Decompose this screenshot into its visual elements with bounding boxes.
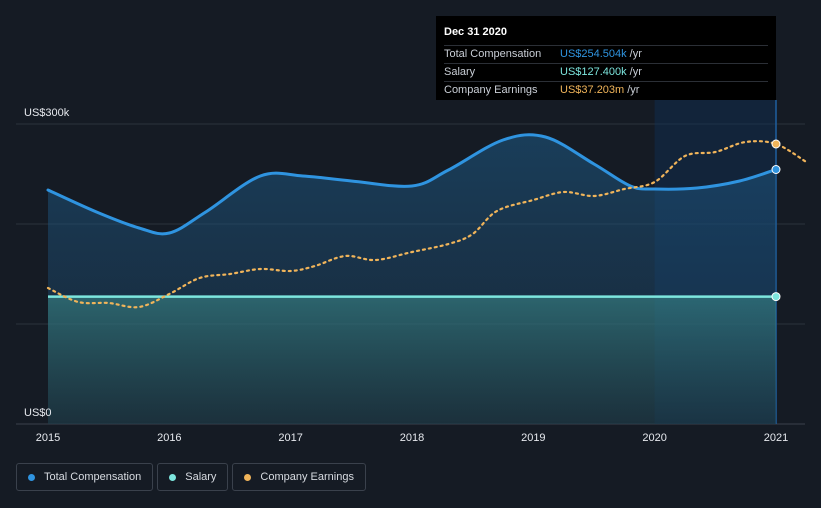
tooltip: Dec 31 2020 Total Compensation US$254.50… bbox=[436, 16, 776, 100]
x-tick-label: 2017 bbox=[278, 432, 302, 444]
areas bbox=[48, 134, 776, 424]
lines bbox=[46, 133, 808, 309]
y-axis-bottom-label: US$0 bbox=[24, 407, 52, 419]
legend-label: Company Earnings bbox=[260, 471, 354, 483]
tooltip-value: US$254.504k bbox=[560, 48, 627, 60]
tooltip-value: US$37.203m bbox=[560, 84, 625, 96]
legend-label: Salary bbox=[185, 471, 217, 483]
x-tick-label: 2019 bbox=[521, 432, 545, 444]
y-axis-top-label: US$300k bbox=[24, 107, 70, 119]
markers bbox=[771, 139, 781, 302]
tooltip-unit: /yr bbox=[627, 84, 640, 96]
legend-dot-icon bbox=[244, 473, 252, 481]
tooltip-label: Total Compensation bbox=[444, 48, 542, 60]
salary-marker bbox=[771, 292, 781, 302]
tooltip-unit: /yr bbox=[629, 66, 642, 78]
total-compensation-marker bbox=[771, 165, 781, 174]
salary-area bbox=[48, 296, 776, 424]
x-ticks: 2015 2016 2017 2018 2019 2020 2021 bbox=[36, 432, 788, 444]
tooltip-label: Company Earnings bbox=[444, 84, 538, 96]
company-earnings-marker bbox=[771, 139, 781, 149]
tooltip-unit: /yr bbox=[629, 48, 642, 60]
x-tick-label: 2015 bbox=[36, 432, 60, 444]
tooltip-label: Salary bbox=[444, 66, 476, 78]
x-tick-label: 2020 bbox=[642, 432, 666, 444]
legend: Total Compensation Salary Company Earnin… bbox=[16, 463, 370, 491]
x-tick-label: 2021 bbox=[764, 432, 788, 444]
legend-item-total-compensation[interactable]: Total Compensation bbox=[16, 463, 154, 491]
tooltip-row-total-compensation: Total Compensation US$254.504k /yr bbox=[444, 45, 768, 63]
tooltip-row-company-earnings: Company Earnings US$37.203m /yr bbox=[444, 81, 768, 99]
tooltip-value: US$127.400k bbox=[560, 66, 627, 78]
legend-label: Total Compensation bbox=[44, 471, 142, 483]
total-compensation-line bbox=[46, 133, 778, 236]
company-earnings-line bbox=[46, 140, 808, 309]
legend-dot-icon bbox=[28, 473, 35, 481]
tooltip-date: Dec 31 2020 bbox=[444, 26, 507, 38]
tooltip-row-salary: Salary US$127.400k /yr bbox=[444, 63, 768, 81]
legend-dot-icon bbox=[169, 473, 177, 481]
x-tick-label: 2018 bbox=[400, 432, 424, 444]
legend-item-company-earnings[interactable]: Company Earnings bbox=[232, 463, 366, 491]
legend-item-salary[interactable]: Salary bbox=[157, 463, 229, 491]
x-tick-label: 2016 bbox=[157, 432, 181, 444]
